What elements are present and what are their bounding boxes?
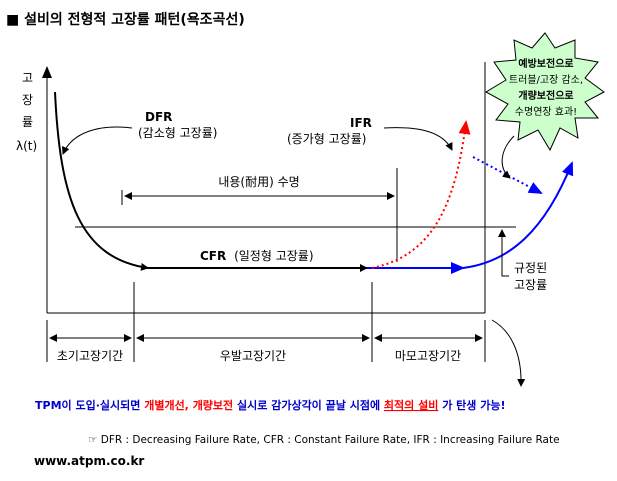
conclusion-pointer-arrow [491,319,526,387]
burst-line-1-text: 예방보전으로 [518,57,573,70]
cfr-description: (일정형 고장률) [234,249,313,263]
random-period-label: 우발고장기간 [220,349,286,363]
abbreviation-legend: ☞ DFR : Decreasing Failure Rate, CFR : C… [88,434,560,446]
dfr-description: (감소형 고장률) [138,126,217,140]
y-axis-label-char-2: 장 [22,93,33,107]
y-axis-symbol: λ(t) [16,139,37,153]
y-axis-label-char-1: 고 [22,71,33,85]
ifr-pointer-arrow [383,127,453,151]
cfr-label: CFR (일정형 고장률) [200,249,314,263]
ifr-code-label: IFR [350,116,372,130]
service-life-label: 내용(耐用) 수명 [218,175,299,189]
y-axis-label-char-3: 률 [22,115,33,129]
y-axis-arrowhead [42,66,52,78]
rated-failure-rate-label-line1: 규정된 [514,261,547,275]
dfr-pointer-arrow [61,126,133,155]
rated-failure-rate-pointer [498,229,509,277]
dfr-code-label: DFR [145,110,172,124]
burst-line-2: 트러블/고장 감소, [509,74,583,86]
burst-line-3: 개량보전으로 [518,89,573,102]
burst-line-4: 수명연장 효과! [515,106,577,118]
dfr-curve [54,91,149,271]
burst-line-1: 예방보전으로 [518,57,573,70]
conclusion-part-5: 가 탄생 가능! [442,398,505,412]
site-url: www.atpm.co.kr [34,454,144,468]
early-period-label: 초기고장기간 [57,349,123,363]
burst-pointer-arrow [501,135,515,179]
conclusion-text: TPM이 도입·실시되면 개별개선, 개량보전 실시로 감가상각이 끝날 시점에… [35,398,505,412]
burst-callout [484,32,605,152]
wearout-period-label: 마모고장기간 [395,349,461,363]
diagram-title: ■ 설비의 전형적 고장률 패턴(욕조곡선) [6,11,245,28]
conclusion-part-3: 실시로 감가상각이 끝날 시점에 [237,398,384,412]
rated-failure-rate-label-line2: 고장률 [514,278,547,292]
conclusion-part-2: 개별개선, 개량보전 [144,398,233,412]
ifr-description: (증가형 고장률) [287,132,366,146]
improved-wearout-curve [462,161,574,269]
conclusion-part-4: 최적의 설비 [384,398,438,412]
conclusion-part-1: TPM이 도입·실시되면 [35,398,144,412]
cfr-code-label: CFR [200,249,226,263]
ifr-curve-red-dotted [371,120,471,269]
